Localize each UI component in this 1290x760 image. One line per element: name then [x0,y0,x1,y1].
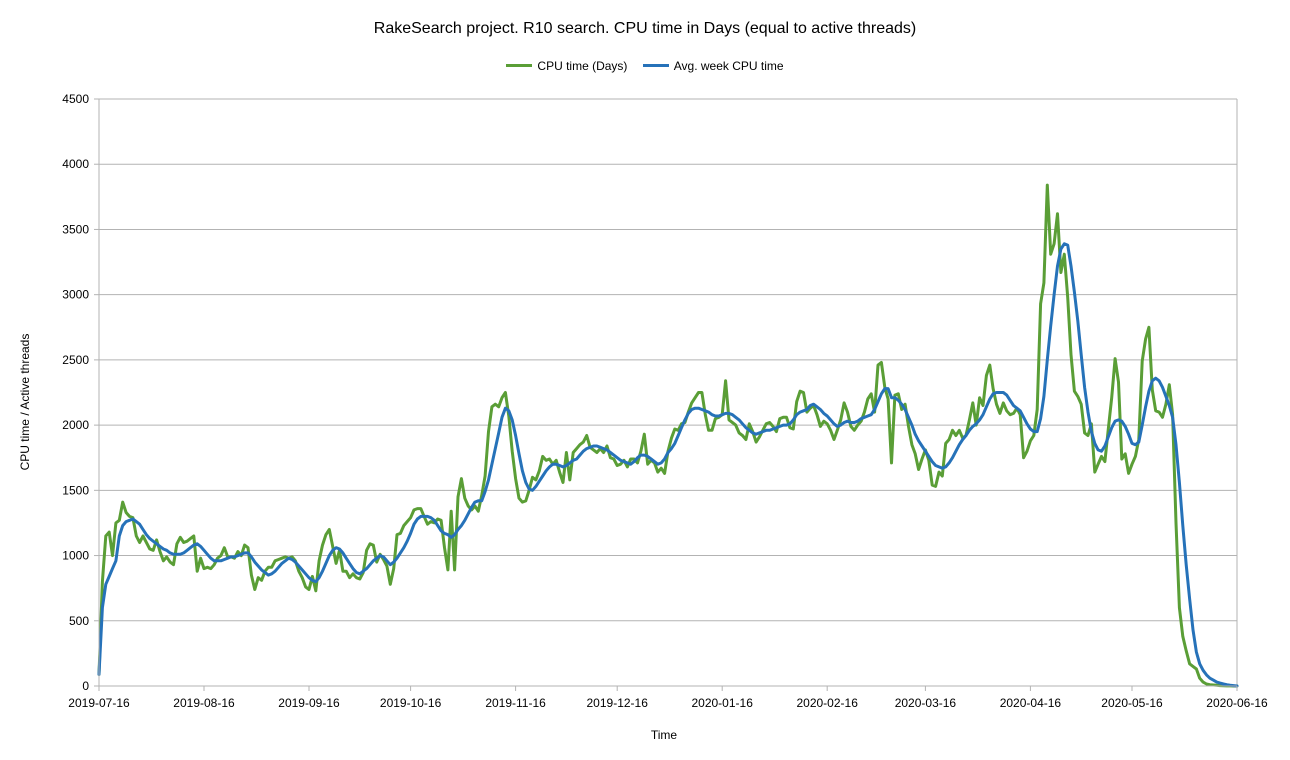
legend-item-avg-week: Avg. week CPU time [642,58,784,73]
y-tick-label: 4500 [62,92,89,106]
y-tick-label: 0 [82,679,89,693]
x-tick-label: 2019-07-16 [68,696,130,710]
grid-layer [99,98,1238,687]
y-tick-label: 3000 [62,288,89,302]
y-tick-label: 3500 [62,222,89,236]
x-tick-label: 2020-03-16 [895,696,957,710]
legend: CPU time (Days) Avg. week CPU time [0,56,1290,73]
series-layer [97,183,1239,688]
x-tick-label: 2019-10-16 [380,696,442,710]
y-tick-label: 2500 [62,353,89,367]
legend-label-cpu-time: CPU time (Days) [537,58,628,73]
series-line-cpu-time [97,183,1239,688]
x-tick-label: 2020-01-16 [691,696,753,710]
x-axis-title: Time [651,728,678,742]
legend-swatch-avg-week [642,64,669,67]
x-tick-label: 2020-02-16 [796,696,858,710]
x-tick-label: 2019-09-16 [278,696,340,710]
x-tick-label: 2019-12-16 [587,696,649,710]
x-tick-label: 2020-06-16 [1206,696,1268,710]
x-tick-label: 2019-11-16 [485,696,546,710]
y-axis-title: CPU time / Active threads [18,334,32,471]
y-tick-label: 500 [69,614,89,628]
x-tick-label: 2019-08-16 [173,696,235,710]
legend-item-cpu-time: CPU time (Days) [506,59,627,73]
x-tick-label: 2020-05-16 [1101,696,1163,710]
legend-label-avg-week: Avg. week CPU time [673,58,784,73]
axis-layer: 0 500 1000 1500 2000 2500 3000 3500 4000 4500 2019… [62,92,1268,710]
y-tick-label: 1000 [62,549,89,563]
y-tick-label: 4000 [62,157,89,171]
y-tick-label: 1500 [62,483,89,497]
series-line-avg-week [97,242,1239,688]
x-tick-label: 2020-04-16 [1000,696,1062,710]
y-tick-label: 2000 [62,418,89,432]
legend-swatch-cpu-time [506,64,533,67]
chart-title: RakeSearch project. R10 search. CPU time… [373,20,917,37]
